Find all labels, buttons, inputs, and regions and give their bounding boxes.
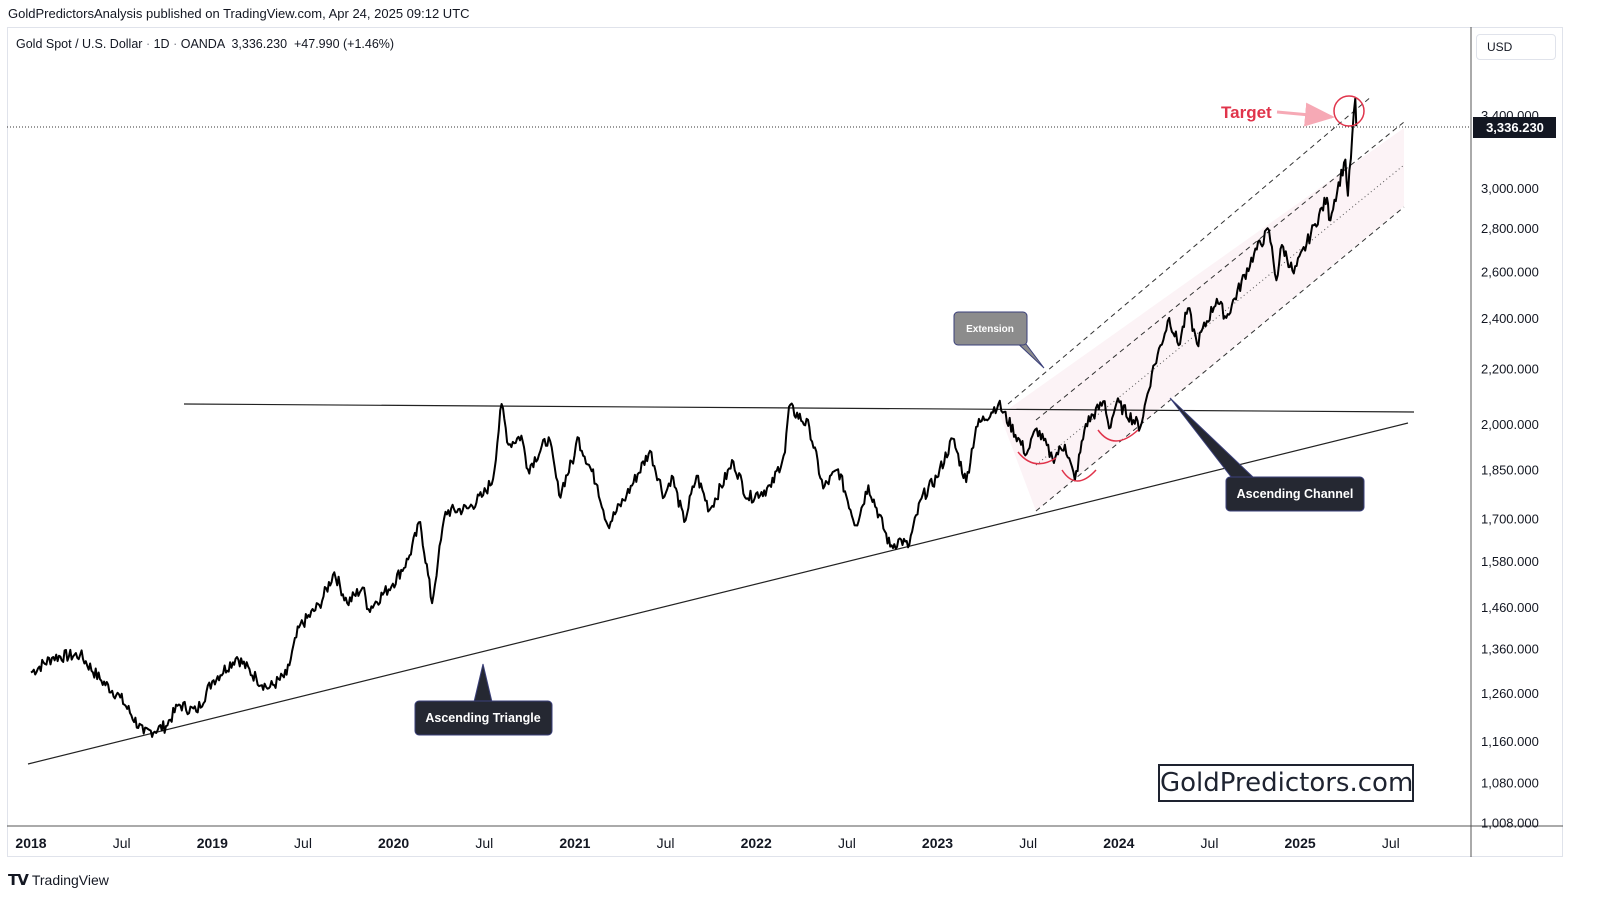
y-tick-label: 1,008.000 [1481,816,1539,831]
current-price: 3,336.230 [231,37,288,51]
x-tick-label: 2023 [922,835,953,851]
y-tick-label: 1,460.000 [1481,600,1539,615]
symbol-info: Gold Spot / U.S. Dollar · 1D · OANDA 3,3… [16,37,395,51]
y-axis[interactable]: 3,400.0003,000.0002,800.0002,600.0002,40… [1481,108,1539,831]
x-tick-label: 2024 [1103,835,1134,851]
triangle-support-line [27,422,1409,765]
x-tick-label: Jul [657,835,675,851]
extension-line [1007,95,1373,405]
y-tick-label: 1,850.000 [1481,462,1539,477]
y-tick-label: 1,700.000 [1481,512,1539,527]
x-tick-label: Jul [475,835,493,851]
rounded-bottom-arc-2 [1061,469,1097,482]
rounded-bottom-arc-1 [1017,451,1057,465]
x-tick-label: 2018 [15,835,46,851]
tradingview-logo-icon[interactable]: 𝗧𝗩 [8,872,29,889]
x-tick-label: 2025 [1285,835,1316,851]
extension-label: Extension [966,324,1014,335]
target-label: Target [1221,103,1272,122]
triangle-callout-pointer [473,663,493,703]
y-tick-label: 1,080.000 [1481,776,1539,791]
target-arrow [1276,102,1335,127]
price-change: +47.990 (+1.46%) [294,37,395,51]
x-tick-label: 2019 [197,835,228,851]
y-tick-label: 2,000.000 [1481,417,1539,432]
y-tick-label: 3,000.000 [1481,181,1539,196]
currency-button[interactable]: USD [1476,34,1556,60]
triangle-resistance-line [183,403,1415,413]
x-tick-label: 2021 [559,835,590,851]
y-tick-label: 2,400.000 [1481,311,1539,326]
channel-lower-line [1035,206,1405,512]
interval: 1D [153,37,170,51]
exchange: OANDA [180,37,225,51]
channel-fill [1000,128,1404,511]
y-tick-label: 2,800.000 [1481,221,1539,236]
y-tick-label: 1,160.000 [1481,734,1539,749]
y-tick-label: 1,260.000 [1481,686,1539,701]
x-tick-label: Jul [1201,835,1219,851]
x-axis[interactable]: 2018 Jul 2019 Jul 2020 Jul 2021 Jul 2022 Jul 2023 J… [15,835,1399,851]
watermark: GoldPredictors.com [1158,764,1414,802]
last-price-label-box [1473,117,1556,138]
channel-callout [1225,476,1365,512]
triangle-label: Ascending Triangle [425,711,540,725]
x-tick-label: 2020 [378,835,409,851]
channel-upper-line [1035,121,1405,421]
chart-frame [7,27,1563,857]
x-tick-label: Jul [1382,835,1400,851]
channel-callout-pointer [1169,397,1256,479]
x-tick-label: Jul [1019,835,1037,851]
x-tick-label: 2022 [741,835,772,851]
x-tick-label: Jul [113,835,131,851]
extension-callout [953,311,1028,346]
footer: 𝗧𝗩 TradingView [8,871,109,889]
last-price-label: 3,336.230 [1486,120,1544,135]
price-series-line [30,97,1358,738]
symbol-name: Gold Spot / U.S. Dollar [16,37,143,51]
footer-brand[interactable]: TradingView [31,872,109,888]
rounded-bottom-arc-3 [1097,429,1139,442]
x-tick-label: Jul [294,835,312,851]
y-tick-label: 2,600.000 [1481,264,1539,279]
y-tick-label: 2,200.000 [1481,362,1539,377]
triangle-callout [414,700,553,736]
channel-label: Ascending Channel [1237,487,1354,501]
y-tick-label: 1,360.000 [1481,641,1539,656]
y-tick-label: 1,580.000 [1481,554,1539,569]
x-tick-label: Jul [838,835,856,851]
published-info: GoldPredictorsAnalysis published on Trad… [8,6,470,21]
target-circle [1333,95,1365,127]
